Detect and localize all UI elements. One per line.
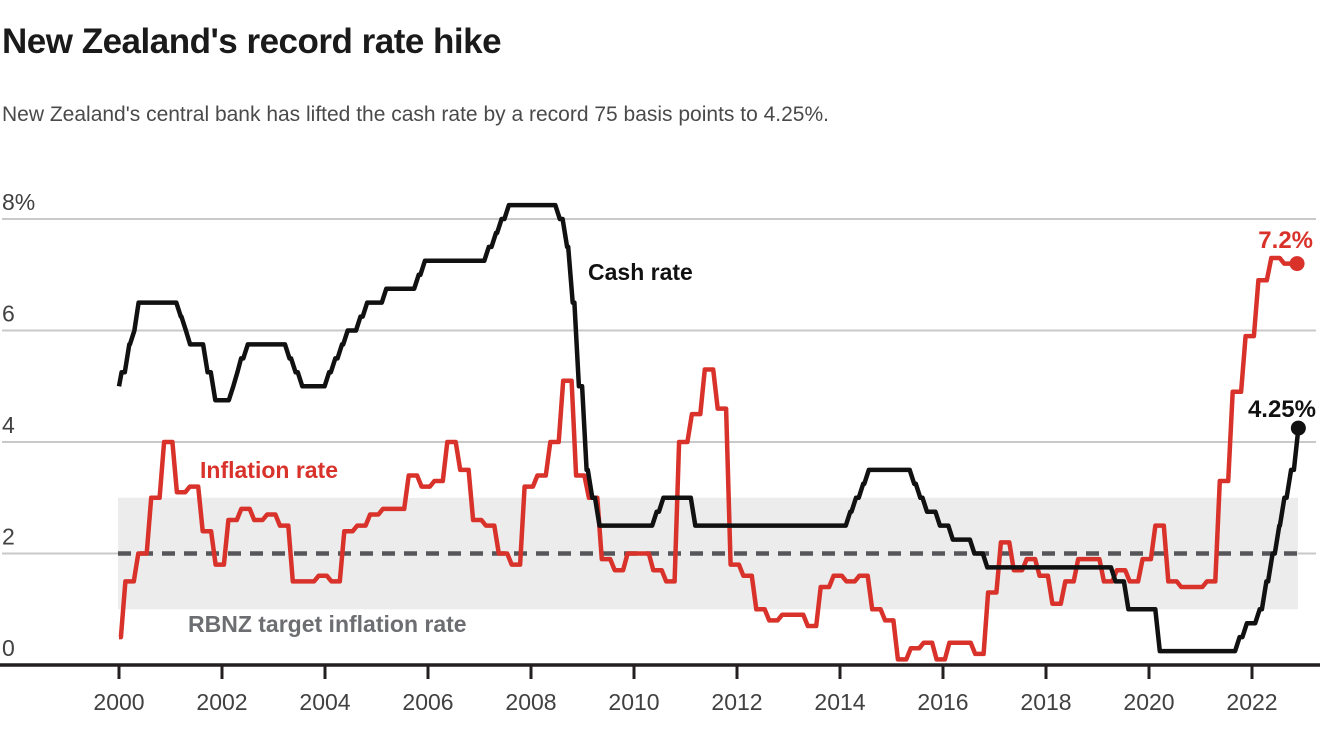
- x-tick-label-2000: 2000: [93, 689, 144, 715]
- cash-rate-line: [116, 202, 1301, 654]
- x-tick-label-2002: 2002: [196, 689, 247, 715]
- cash-end-dot: [1290, 420, 1306, 436]
- x-tick-label-2012: 2012: [711, 689, 762, 715]
- x-tick-label-2008: 2008: [505, 689, 556, 715]
- y-tick-label-8%: 8%: [2, 189, 35, 215]
- cash-rate-label: Cash rate: [588, 259, 693, 285]
- target-band-label: RBNZ target inflation rate: [188, 611, 467, 637]
- target-inflation-band: [118, 497, 1298, 610]
- x-tick-label-2018: 2018: [1020, 689, 1071, 715]
- chart-title: New Zealand's record rate hike: [2, 22, 502, 61]
- x-tick-label-2004: 2004: [299, 689, 350, 715]
- x-tick-label-2006: 2006: [402, 689, 453, 715]
- y-tick-label-0: 0: [2, 635, 15, 661]
- x-tick-label-2020: 2020: [1123, 689, 1174, 715]
- inflation-rate-label: Inflation rate: [200, 457, 338, 483]
- inflation-end-value-label: 7.2%: [1258, 227, 1313, 254]
- chart-subtitle: New Zealand's central bank has lifted th…: [2, 103, 829, 126]
- x-tick-label-2016: 2016: [917, 689, 968, 715]
- y-tick-label-4: 4: [2, 412, 15, 438]
- cash-end-value-label: 4.25%: [1248, 396, 1316, 423]
- x-tick-label-2014: 2014: [814, 689, 865, 715]
- x-tick-label-2022: 2022: [1226, 689, 1277, 715]
- inflation-end-dot: [1289, 256, 1305, 272]
- y-axis-labels: 0 2 4 6 8%: [2, 189, 35, 661]
- x-tick-label-2010: 2010: [608, 689, 659, 715]
- y-tick-label-6: 6: [2, 301, 15, 327]
- x-axis: 2000 2002 2004 2006 2008 2010 2012 2014 2016 2018…: [0, 663, 1320, 715]
- y-tick-label-2: 2: [2, 524, 15, 550]
